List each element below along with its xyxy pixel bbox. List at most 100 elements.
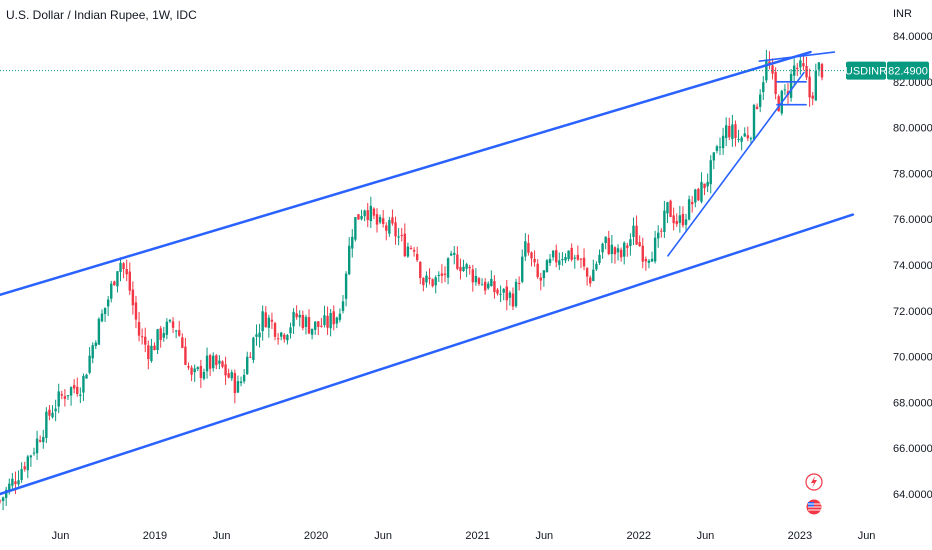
candle-body — [344, 273, 348, 299]
candle-body — [289, 327, 292, 334]
candle-body — [317, 321, 320, 327]
candle-body — [91, 345, 94, 359]
x-tick-label: Jun — [535, 530, 553, 542]
candle-body — [755, 106, 759, 109]
candle-body — [202, 371, 206, 379]
candle-body — [326, 315, 329, 328]
candle-body — [159, 328, 162, 341]
candle-body — [128, 271, 131, 291]
candle-body — [304, 316, 308, 327]
candle-body — [187, 366, 190, 368]
candle-body — [446, 258, 450, 278]
candle-body — [453, 252, 456, 255]
y-tick-label: 80.0000 — [893, 123, 932, 135]
candle-body — [604, 236, 607, 244]
candle-body — [650, 258, 654, 262]
candle-body — [20, 469, 23, 480]
candle-body — [734, 124, 737, 138]
candle-body — [378, 217, 382, 223]
candle-body — [252, 337, 255, 361]
candle-body — [147, 345, 150, 360]
candle-body — [110, 283, 113, 299]
candle-body — [184, 346, 187, 365]
x-tick-label: Jun — [213, 530, 231, 542]
candle-body — [672, 215, 675, 224]
candle-body — [137, 322, 141, 336]
candle-body — [749, 138, 753, 140]
y-tick-label: 84.0000 — [893, 31, 932, 43]
trendline[interactable] — [0, 50, 812, 297]
candle-body — [212, 355, 215, 369]
x-tick-label: 2021 — [465, 530, 489, 542]
candle-body — [335, 317, 339, 324]
trendline[interactable] — [758, 51, 836, 62]
candle-body — [26, 456, 30, 471]
candle-body — [505, 286, 508, 301]
candle-body — [561, 259, 564, 261]
candle-body — [301, 314, 305, 329]
candle-body — [221, 361, 224, 367]
candle-body — [131, 289, 135, 306]
candle-body — [456, 254, 459, 269]
candle-body — [728, 125, 731, 138]
candle-body — [255, 334, 258, 337]
x-tick-label: Jun — [374, 530, 392, 542]
candle-body — [675, 221, 678, 225]
x-tick-label: 2022 — [627, 530, 651, 542]
candle-body — [103, 307, 107, 315]
trendline[interactable] — [0, 213, 855, 496]
candle-body — [354, 217, 357, 240]
candle-body — [54, 408, 57, 412]
x-tick-label: 2023 — [788, 530, 812, 542]
lightning-icon-glyph — [811, 476, 817, 488]
candle-body — [122, 263, 125, 270]
candle-body — [623, 242, 626, 257]
candle-body — [208, 355, 212, 369]
candle-body — [589, 277, 592, 284]
candle-body — [752, 104, 756, 140]
candle-body — [684, 219, 688, 225]
candle-body — [731, 124, 734, 140]
y-tick-label: 76.0000 — [893, 214, 932, 226]
candle-body — [106, 299, 110, 307]
candle-body — [638, 242, 641, 247]
candle-body — [771, 65, 774, 74]
candle-body — [273, 323, 277, 337]
candle-body — [687, 199, 691, 220]
candle-body — [233, 373, 237, 394]
candle-body — [468, 266, 471, 269]
candle-body — [174, 330, 178, 332]
candle-body — [419, 262, 422, 279]
candle-body — [17, 480, 20, 485]
candle-body — [632, 225, 635, 238]
candle-body — [796, 67, 799, 69]
candle-body — [162, 333, 165, 338]
y-tick-label: 82.0000 — [893, 77, 932, 89]
candle-body — [539, 277, 542, 281]
candle-body — [215, 355, 218, 366]
x-axis: Jun 2019 Jun 2020 Jun 2021 Jun 2022 Jun 2023 Jun — [52, 530, 876, 542]
candle-body — [264, 312, 267, 328]
candle-body — [32, 452, 36, 454]
candle-body — [459, 266, 462, 272]
candle-body — [425, 275, 428, 283]
candle-body — [644, 258, 648, 262]
candle-body — [585, 268, 589, 277]
candle-body — [530, 252, 533, 259]
candle-body — [23, 466, 26, 470]
last-price-label: 82.4900 — [888, 66, 928, 78]
y-tick-label: 64.0000 — [893, 489, 932, 501]
candle-body — [567, 250, 570, 260]
candle-body — [323, 315, 326, 326]
trendline[interactable] — [667, 71, 805, 257]
candle-body — [48, 409, 51, 416]
candle-body — [283, 334, 286, 340]
candle-body — [400, 235, 403, 237]
candle-body — [236, 381, 240, 393]
candle-body — [332, 311, 335, 325]
symbol-label: USDINR — [845, 66, 887, 78]
candle-body — [45, 411, 48, 438]
candle-body — [616, 248, 620, 253]
candle-body — [715, 146, 719, 151]
